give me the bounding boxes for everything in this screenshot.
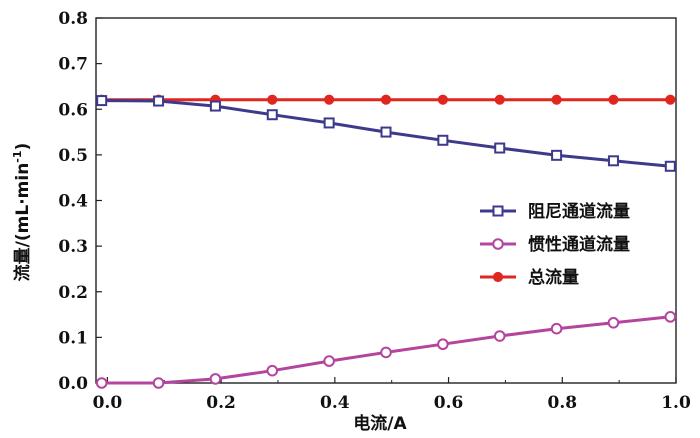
y-axis-title-close: ) — [13, 143, 33, 151]
x-tick-label: 0.4 — [320, 393, 350, 413]
data-point — [323, 355, 335, 367]
legend-label: 阻尼通道流量 — [528, 201, 630, 222]
data-point — [437, 338, 449, 351]
data-point — [266, 109, 278, 121]
x-axis-title: 电流/A — [353, 413, 407, 434]
y-tick-label: 0.6 — [58, 100, 88, 120]
axes — [95, 17, 677, 384]
data-point — [437, 134, 449, 146]
data-point — [551, 149, 563, 161]
y-axis-title-superscript: -1 — [11, 150, 24, 162]
data-point — [324, 94, 335, 105]
series-group — [95, 311, 677, 389]
data-point — [380, 126, 392, 138]
series-layer — [95, 94, 677, 389]
plot-frame — [95, 17, 677, 384]
data-point — [209, 100, 221, 112]
y-tick-label: 0.7 — [58, 55, 88, 75]
data-point — [152, 377, 165, 389]
y-tick-label: 0.4 — [58, 192, 88, 212]
data-point — [551, 94, 562, 105]
data-point — [493, 330, 506, 342]
data-point — [96, 95, 108, 107]
legend-marker — [492, 238, 504, 250]
data-point — [665, 94, 676, 105]
data-point — [664, 311, 677, 323]
data-point — [153, 95, 165, 107]
y-tick-label: 0.0 — [58, 374, 88, 394]
data-point — [664, 160, 676, 172]
y-ticks: 0.0 0.1 0.2 0.3 0.4 0.5 0.6 0.7 0.8 — [58, 9, 102, 394]
data-point — [494, 94, 505, 105]
data-point — [608, 94, 619, 105]
x-tick-label: 0.6 — [434, 393, 464, 413]
legend-marker — [492, 205, 504, 217]
series-group — [96, 95, 676, 172]
x-tick-label: 0.8 — [547, 393, 577, 413]
data-point — [550, 322, 563, 335]
data-point — [380, 94, 392, 105]
y-axis-title: 流量/(mL·min-1) — [11, 143, 33, 282]
data-point — [607, 316, 620, 329]
legend-marker — [492, 271, 504, 283]
x-tick-label: 1.0 — [661, 393, 691, 413]
data-point — [437, 94, 448, 105]
x-ticks: 0.0 0.2 0.4 0.6 0.8 1.0 — [93, 377, 691, 413]
data-point — [209, 373, 222, 385]
y-tick-label: 0.8 — [58, 9, 88, 29]
x-tick-label: 0.2 — [206, 393, 236, 413]
y-tick-label: 0.2 — [58, 283, 88, 303]
y-tick-label: 0.5 — [58, 146, 88, 166]
data-point — [266, 364, 279, 377]
legend-label: 惯性通道流量 — [528, 234, 630, 255]
y-tick-label: 0.3 — [58, 237, 88, 257]
y-axis-title-main: 流量/(mL·min — [12, 163, 33, 282]
data-point — [494, 142, 506, 154]
data-point — [607, 155, 619, 167]
data-point — [267, 94, 278, 105]
data-point — [323, 117, 335, 129]
data-point — [95, 377, 108, 389]
y-tick-label: 0.1 — [58, 328, 88, 348]
x-tick-label: 0.0 — [93, 393, 123, 413]
legend-label: 总流量 — [528, 267, 579, 288]
data-point — [380, 346, 392, 359]
